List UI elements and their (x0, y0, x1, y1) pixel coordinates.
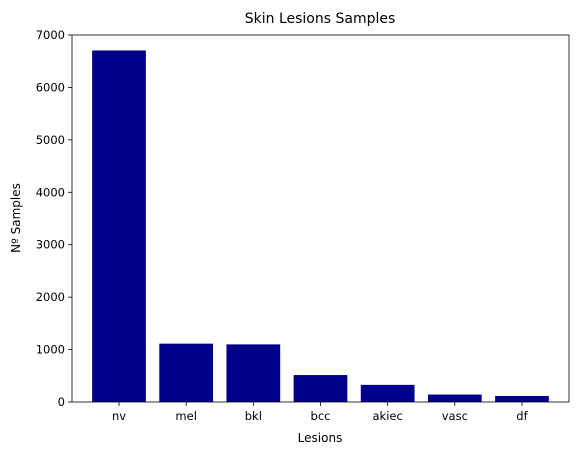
x-tick-label: df (516, 409, 528, 423)
y-tick-label: 3000 (36, 238, 65, 252)
bar-akiec (360, 384, 415, 402)
bar-vasc (427, 394, 482, 402)
plot-area: nv mel bkl bcc akiec vasc df 0 1000 2000 3000 4000 5… (36, 28, 570, 423)
x-tick-label: akiec (373, 409, 403, 423)
y-tick-label: 4000 (36, 185, 65, 199)
x-tick-label: bkl (245, 409, 262, 423)
y-axis-label: Nº Samples (9, 183, 23, 253)
bar-nv (92, 50, 146, 402)
x-tick-label: mel (175, 409, 196, 423)
x-tick-label: vasc (442, 409, 468, 423)
y-tick-label: 5000 (36, 133, 65, 147)
y-tick-label: 0 (58, 395, 65, 409)
y-tick-label: 1000 (36, 343, 65, 357)
chart-title: Skin Lesions Samples (245, 11, 396, 27)
y-tick-label: 2000 (36, 290, 65, 304)
x-tick-label: nv (112, 409, 126, 423)
bar-bcc (293, 375, 348, 402)
bar-mel (159, 343, 214, 402)
plot-frame (71, 34, 570, 403)
x-axis-label: Lesions (298, 431, 343, 445)
y-tick-label: 6000 (36, 80, 65, 94)
bar-df (495, 395, 549, 402)
x-tick-label: bcc (311, 409, 331, 423)
bar-bkl (226, 344, 281, 402)
y-tick-label: 7000 (36, 28, 65, 42)
